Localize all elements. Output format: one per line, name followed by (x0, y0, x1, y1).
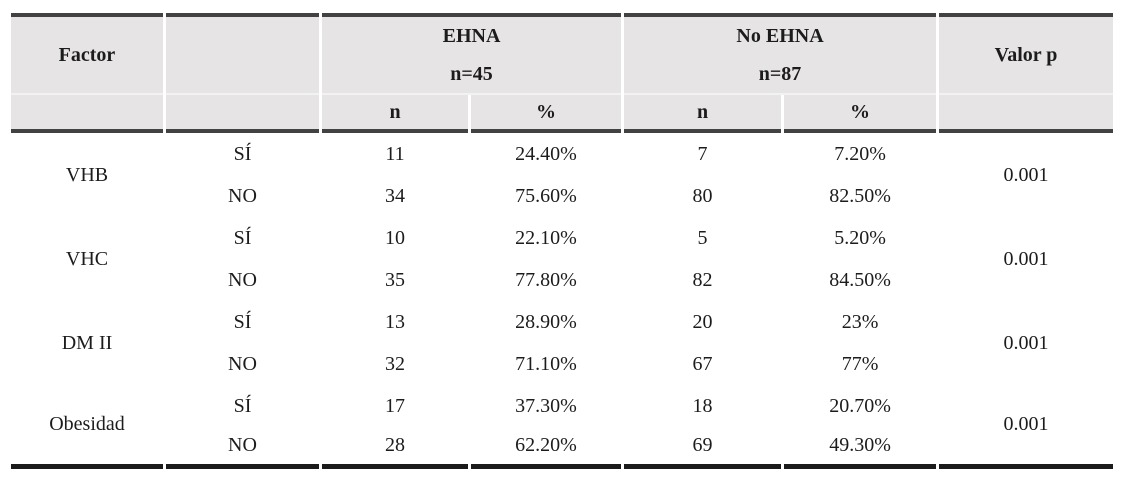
factor-cell-vhb: VHB (11, 133, 163, 217)
header-factor: Factor (11, 13, 163, 95)
subheader-empty (166, 95, 319, 133)
pvalue-cell: 0.001 (939, 301, 1114, 385)
ehna-n-cell: 32 (322, 343, 468, 385)
ehna-pct-cell: 22.10% (471, 217, 622, 259)
noehna-pct-cell: 23% (784, 301, 937, 343)
level-cell: NO (166, 343, 319, 385)
header-empty (166, 13, 319, 95)
table-row: Obesidad SÍ 17 37.30% 18 20.70% 0.001 (11, 385, 1114, 469)
ehna-n-cell: 34 (322, 175, 468, 217)
noehna-pct-cell: 20.70% (784, 385, 937, 427)
header-row-groups: Factor EHNA n=45 No EHNA n=87 Valor p (11, 13, 1114, 95)
ehna-pct-cell: 75.60% (471, 175, 622, 217)
noehna-n-cell: 82 (624, 259, 782, 301)
level-cell: SÍ (166, 217, 319, 259)
table-row: NO 35 77.80% 82 84.50% (11, 259, 1113, 301)
header-ehna-group: EHNA n=45 (322, 13, 622, 95)
noehna-n-cell: 7 (624, 133, 782, 175)
ehna-n-cell: 17 (322, 385, 468, 427)
page: Factor EHNA n=45 No EHNA n=87 Valor p n … (0, 13, 1124, 500)
ehna-n-cell: 35 (322, 259, 468, 301)
subheader-empty (11, 95, 163, 133)
level-cell: SÍ (166, 385, 319, 427)
level-cell: NO (166, 175, 319, 217)
noehna-n-cell: 20 (624, 301, 782, 343)
subheader-pct-noehna: % (784, 95, 937, 133)
noehna-pct-cell: 7.20% (784, 133, 937, 175)
factor-cell-vhc: VHC (11, 217, 163, 301)
level-cell: SÍ (166, 133, 319, 175)
pvalue-cell: 0.001 (939, 217, 1114, 301)
table-row: NO 34 75.60% 80 82.50% (11, 175, 1113, 217)
header-no-ehna-title: No EHNA (736, 25, 824, 47)
subheader-pct-ehna: % (471, 95, 622, 133)
subheader-empty (939, 95, 1114, 133)
ehna-pct-cell: 77.80% (471, 259, 622, 301)
noehna-n-cell: 67 (624, 343, 782, 385)
ehna-factors-table: Factor EHNA n=45 No EHNA n=87 Valor p n … (8, 13, 1116, 469)
header-valor-p: Valor p (939, 13, 1114, 95)
table-row: VHB SÍ 11 24.40% 7 7.20% 0.001 (11, 133, 1114, 217)
ehna-n-cell: 28 (322, 427, 468, 469)
noehna-n-cell: 80 (624, 175, 782, 217)
noehna-n-cell: 18 (624, 385, 782, 427)
header-ehna-subtitle: n=45 (450, 63, 493, 85)
table-row: NO 32 71.10% 67 77% (11, 343, 1113, 385)
noehna-pct-cell: 84.50% (784, 259, 937, 301)
subheader-n-ehna: n (322, 95, 468, 133)
ehna-n-cell: 11 (322, 133, 468, 175)
noehna-pct-cell: 82.50% (784, 175, 937, 217)
ehna-n-cell: 10 (322, 217, 468, 259)
level-cell: SÍ (166, 301, 319, 343)
pvalue-cell: 0.001 (939, 385, 1114, 469)
level-cell: NO (166, 427, 319, 469)
factor-cell-obesidad: Obesidad (11, 385, 163, 469)
header-no-ehna-subtitle: n=87 (758, 63, 802, 85)
noehna-n-cell: 69 (624, 427, 782, 469)
factor-cell-dmii: DM II (11, 301, 163, 385)
noehna-n-cell: 5 (624, 217, 782, 259)
header-no-ehna-group: No EHNA n=87 (624, 13, 937, 95)
subheader-n-noehna: n (624, 95, 782, 133)
header-ehna-title: EHNA (442, 25, 501, 47)
table-row: DM II SÍ 13 28.90% 20 23% 0.001 (11, 301, 1114, 385)
table-row: NO 28 62.20% 69 49.30% (11, 427, 1113, 469)
noehna-pct-cell: 77% (784, 343, 937, 385)
level-cell: NO (166, 259, 319, 301)
ehna-pct-cell: 24.40% (471, 133, 622, 175)
ehna-pct-cell: 37.30% (471, 385, 622, 427)
noehna-pct-cell: 5.20% (784, 217, 937, 259)
ehna-pct-cell: 28.90% (471, 301, 622, 343)
ehna-n-cell: 13 (322, 301, 468, 343)
table-row: VHC SÍ 10 22.10% 5 5.20% 0.001 (11, 217, 1114, 301)
pvalue-cell: 0.001 (939, 133, 1114, 217)
ehna-pct-cell: 71.10% (471, 343, 622, 385)
header-row-sub: n % n % (11, 95, 1114, 133)
ehna-pct-cell: 62.20% (471, 427, 622, 469)
noehna-pct-cell: 49.30% (784, 427, 937, 469)
